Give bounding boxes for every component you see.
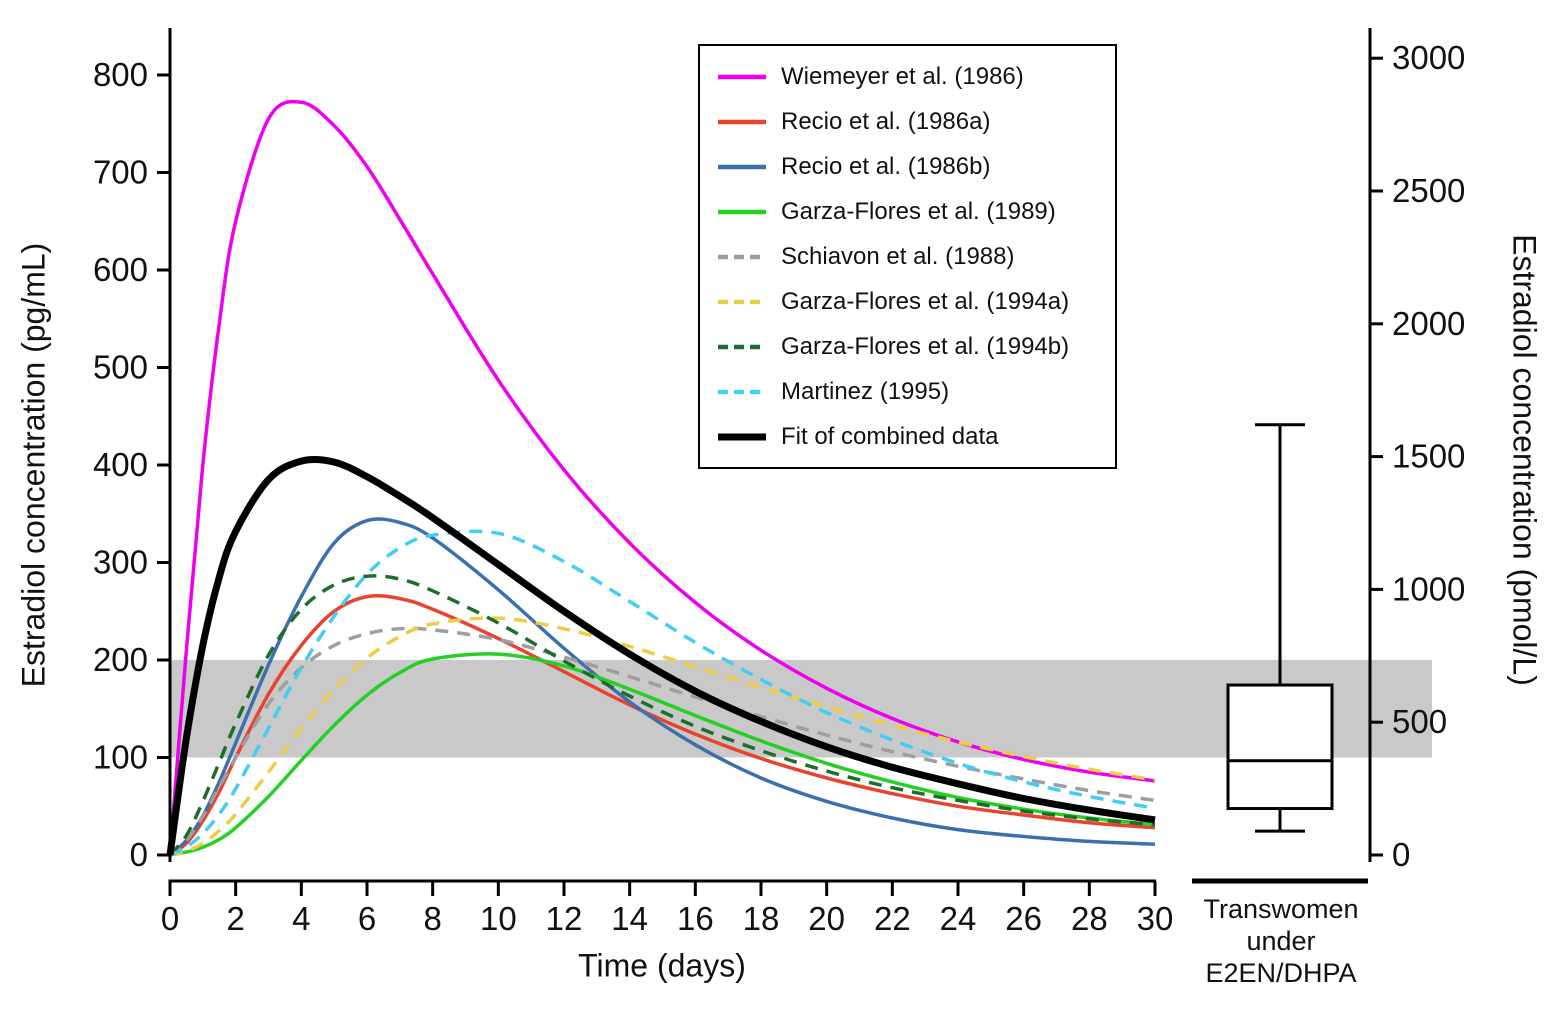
x-tick-label: 14	[611, 900, 648, 937]
legend-entry-garza-flores-1989: Garza-Flores et al. (1989)	[700, 189, 1115, 234]
legend-line-sample	[718, 74, 766, 79]
boxplot-caption-line-2: under	[1246, 926, 1316, 956]
y-right-tick-label: 0	[1392, 836, 1410, 873]
y-axis-left: 0 100 200 300 400 500 600 700 800	[93, 28, 172, 873]
y-left-tick-label: 200	[93, 641, 148, 678]
legend-line-sample	[718, 299, 766, 304]
x-tick-label: 8	[423, 900, 441, 937]
x-axis-label: Time (days)	[578, 947, 746, 984]
series-recio-1986b	[168, 517, 1156, 857]
series-garza-flores-1994b	[168, 574, 1156, 857]
y-left-tick-label: 700	[93, 154, 148, 191]
legend-line-sample	[718, 254, 766, 259]
y-left-tick-label: 400	[93, 446, 148, 483]
y-axis-right-label: Estradiol concentration (pmol/L)	[1506, 234, 1543, 686]
legend-label: Fit of combined data	[781, 422, 999, 450]
series-recio-1986a	[168, 593, 1156, 857]
boxplot-caption: Transwomen under E2EN/DHPA	[1186, 893, 1376, 989]
legend-box: Wiemeyer et al. (1986) Recio et al. (1986…	[698, 44, 1117, 469]
y-left-tick-label: 800	[93, 56, 148, 93]
legend-label: Recio et al. (1986a)	[781, 107, 991, 135]
legend-line-sample	[718, 389, 766, 394]
legend-label: Garza-Flores et al. (1989)	[781, 197, 1056, 225]
x-tick-label: 20	[808, 900, 845, 937]
legend-label: Garza-Flores et al. (1994a)	[781, 287, 1070, 315]
y-right-tick-label: 1000	[1392, 570, 1465, 607]
legend-label: Martinez (1995)	[781, 377, 950, 405]
x-tick-label: 10	[480, 900, 517, 937]
x-tick-label: 4	[292, 900, 310, 937]
x-tick-label: 18	[743, 900, 780, 937]
boxplot-caption-line-1: Transwomen	[1203, 894, 1359, 924]
boxplot-transwomen	[1192, 423, 1368, 884]
x-tick-label: 12	[546, 900, 583, 937]
legend-line-sample	[718, 344, 766, 349]
legend-entry-recio-1986a: Recio et al. (1986a)	[700, 99, 1115, 144]
y-right-tick-label: 3000	[1392, 39, 1465, 76]
x-tick-label: 26	[1005, 900, 1042, 937]
y-right-tick-label: 2500	[1392, 172, 1465, 209]
series-fit-combined	[166, 455, 1156, 856]
x-tick-label: 6	[358, 900, 376, 937]
y-axis-right: 0 500 1000 1500 2000 2500 3000	[1368, 28, 1465, 873]
legend-entry-schiavon-1988: Schiavon et al. (1988)	[700, 234, 1115, 279]
legend-entry-martinez-1995: Martinez (1995)	[700, 369, 1115, 414]
x-tick-label: 16	[677, 900, 714, 937]
legend-line-sample	[718, 209, 766, 214]
x-tick-label: 28	[1071, 900, 1108, 937]
legend-label: Wiemeyer et al. (1986)	[781, 62, 1024, 90]
y-right-tick-label: 500	[1392, 703, 1447, 740]
y-axis-left-label: Estradiol concentration (pg/mL)	[15, 242, 52, 688]
legend-entry-fit-combined: Fit of combined data	[700, 414, 1115, 459]
series-wiemeyer-1986	[168, 99, 1156, 856]
boxplot-caption-line-3: E2EN/DHPA	[1205, 958, 1357, 988]
legend-label: Garza-Flores et al. (1994b)	[781, 332, 1070, 360]
series-garza-flores-1989	[169, 652, 1156, 857]
legend-label: Schiavon et al. (1988)	[781, 242, 1015, 270]
x-tick-label: 30	[1137, 900, 1174, 937]
legend-line-sample	[718, 433, 766, 440]
legend-entry-garza-flores-1994a: Garza-Flores et al. (1994a)	[700, 279, 1115, 324]
y-left-tick-label: 0	[130, 836, 148, 873]
y-right-tick-label: 2000	[1392, 305, 1465, 342]
legend-line-sample	[718, 119, 766, 124]
x-axis: 0 2 4 6 8 10 12 14 16 18 20 22 24 26 28 30	[161, 879, 1174, 937]
x-tick-label: 22	[874, 900, 911, 937]
y-left-tick-label: 600	[93, 251, 148, 288]
legend-entry-wiemeyer-1986: Wiemeyer et al. (1986)	[700, 54, 1115, 99]
x-tick-label: 0	[161, 900, 179, 937]
y-left-tick-label: 500	[93, 349, 148, 386]
y-right-tick-label: 1500	[1392, 438, 1465, 475]
legend-label: Recio et al. (1986b)	[781, 152, 991, 180]
legend-entry-garza-flores-1994b: Garza-Flores et al. (1994b)	[700, 324, 1115, 369]
series-martinez-1995	[169, 529, 1156, 857]
legend-line-sample	[718, 164, 766, 169]
y-left-tick-label: 300	[93, 544, 148, 581]
y-left-tick-label: 100	[93, 739, 148, 776]
x-tick-label: 2	[226, 900, 244, 937]
x-tick-label: 24	[940, 900, 977, 937]
series-garza-flores-1994a	[169, 616, 1156, 857]
legend-entry-recio-1986b: Recio et al. (1986b)	[700, 144, 1115, 189]
